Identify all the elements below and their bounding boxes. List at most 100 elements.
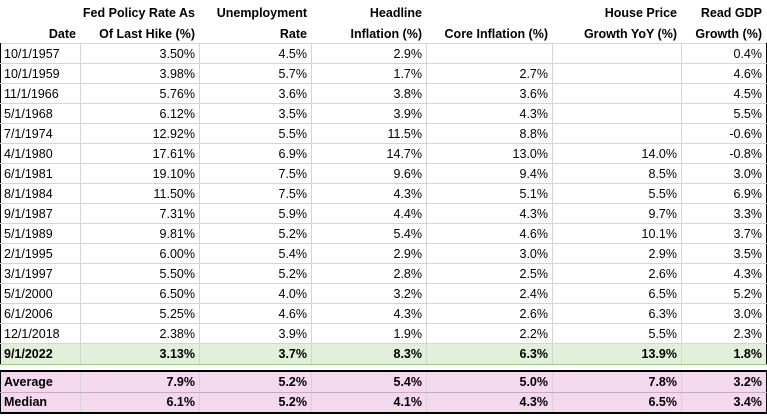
- value-cell: 2.5%: [426, 263, 553, 284]
- value-cell: 4.3%: [426, 203, 553, 224]
- value-cell: 3.7%: [199, 343, 312, 365]
- column-header-5-line2: Growth YoY (%): [583, 27, 677, 41]
- column-header-5-line1: House Price: [604, 6, 677, 20]
- value-cell: 5.2%: [199, 392, 312, 414]
- value-cell: 8.8%: [426, 123, 553, 144]
- row-label-cell: 5/1/1989: [0, 223, 81, 244]
- value-cell: 4.6%: [426, 223, 553, 244]
- value-cell: 6.50%: [80, 283, 200, 304]
- value-cell: 4.3%: [681, 263, 767, 284]
- value-cell: 9.81%: [80, 223, 200, 244]
- value-cell: [552, 83, 682, 104]
- value-cell: 1.8%: [681, 343, 767, 365]
- value-cell: 6.12%: [80, 103, 200, 124]
- row-label-cell: 9/1/2022: [0, 343, 81, 365]
- value-cell: 17.61%: [80, 143, 200, 164]
- row-label-cell: 4/1/1980: [0, 143, 81, 164]
- value-cell: 6.3%: [426, 343, 553, 365]
- value-cell: 12.92%: [80, 123, 200, 144]
- value-cell: 4.1%: [311, 392, 427, 414]
- summary-row-average: Average 7.9% 5.2% 5.4% 5.0% 7.8% 3.2%: [0, 371, 767, 393]
- row-label-cell: 3/1/1997: [0, 263, 81, 284]
- data-table: 10/1/1957 3.50% 4.5% 2.9% 0.4% 10/1/1959 3.98%…: [0, 43, 767, 365]
- value-cell: 3.9%: [199, 323, 312, 344]
- value-cell: 1.7%: [311, 63, 427, 84]
- value-cell: 4.0%: [199, 283, 312, 304]
- column-header-2-line2: Rate: [279, 27, 307, 41]
- value-cell: 8.3%: [311, 343, 427, 365]
- value-cell: 4.6%: [199, 303, 312, 324]
- row-label-cell: 10/1/1957: [0, 43, 81, 64]
- table-row: 10/1/1957 3.50% 4.5% 2.9% 0.4%: [0, 43, 767, 64]
- value-cell: 3.7%: [681, 223, 767, 244]
- value-cell: 11.50%: [80, 183, 200, 204]
- value-cell: 5.5%: [552, 183, 682, 204]
- value-cell: 3.50%: [80, 43, 200, 64]
- value-cell: 7.5%: [199, 183, 312, 204]
- row-label-cell: 10/1/1959: [0, 63, 81, 84]
- value-cell: 19.10%: [80, 163, 200, 184]
- table-row: 12/1/2018 2.38% 3.9% 1.9% 2.2% 5.5% 2.3%: [0, 323, 767, 344]
- value-cell: 5.4%: [199, 243, 312, 264]
- value-cell: 5.1%: [426, 183, 553, 204]
- value-cell: 3.9%: [311, 103, 427, 124]
- value-cell: [552, 43, 682, 64]
- row-label-cell: 2/1/1995: [0, 243, 81, 264]
- row-label-cell: 12/1/2018: [0, 323, 81, 344]
- highlighted-row-current: 9/1/2022 3.13% 3.7% 8.3% 6.3% 13.9% 1.8%: [0, 343, 767, 365]
- value-cell: 14.7%: [311, 143, 427, 164]
- value-cell: 6.5%: [552, 283, 682, 304]
- value-cell: 6.5%: [552, 392, 682, 414]
- value-cell: 3.5%: [681, 243, 767, 264]
- table-row: 2/1/1995 6.00% 5.4% 2.9% 3.0% 2.9% 3.5%: [0, 243, 767, 264]
- value-cell: 2.9%: [311, 43, 427, 64]
- column-header-2-line1: Unemployment: [216, 6, 307, 20]
- value-cell: 2.9%: [552, 243, 682, 264]
- value-cell: 4.3%: [426, 103, 553, 124]
- value-cell: 7.31%: [80, 203, 200, 224]
- value-cell: 2.2%: [426, 323, 553, 344]
- row-label-cell: 5/1/1968: [0, 103, 81, 124]
- column-header-4-line2: Core Inflation (%): [444, 27, 548, 41]
- value-cell: 3.0%: [681, 303, 767, 324]
- value-cell: 3.4%: [681, 392, 767, 414]
- value-cell: 2.6%: [552, 263, 682, 284]
- value-cell: 5.4%: [311, 223, 427, 244]
- value-cell: 3.6%: [199, 83, 312, 104]
- row-label-cell: 9/1/1987: [0, 203, 81, 224]
- column-header-4-line1: [426, 5, 552, 21]
- value-cell: 7.5%: [199, 163, 312, 184]
- column-header-3-line1: Headline: [369, 6, 422, 20]
- value-cell: 3.13%: [80, 343, 200, 365]
- value-cell: 2.7%: [426, 63, 553, 84]
- table-row: 5/1/2000 6.50% 4.0% 3.2% 2.4% 6.5% 5.2%: [0, 283, 767, 304]
- value-cell: 4.4%: [311, 203, 427, 224]
- value-cell: 4.5%: [681, 83, 767, 104]
- table-row: 11/1/1966 5.76% 3.6% 3.8% 3.6% 4.5%: [0, 83, 767, 104]
- value-cell: -0.8%: [681, 143, 767, 164]
- table-row: 5/1/1968 6.12% 3.5% 3.9% 4.3% 5.5%: [0, 103, 767, 124]
- value-cell: 6.1%: [80, 392, 200, 414]
- value-cell: -0.6%: [681, 123, 767, 144]
- row-label-cell: 6/1/2006: [0, 303, 81, 324]
- value-cell: 10.1%: [552, 223, 682, 244]
- row-label-cell: Median: [0, 392, 81, 414]
- row-label-cell: Average: [0, 371, 81, 393]
- summary-table: Average 7.9% 5.2% 5.4% 5.0% 7.8% 3.2% Median 6.1…: [0, 370, 767, 414]
- value-cell: 5.5%: [199, 123, 312, 144]
- table-row: 8/1/1984 11.50% 7.5% 4.3% 5.1% 5.5% 6.9%: [0, 183, 767, 204]
- value-cell: 4.6%: [681, 63, 767, 84]
- value-cell: 3.8%: [311, 83, 427, 104]
- value-cell: 7.9%: [80, 371, 200, 393]
- value-cell: 4.3%: [426, 392, 553, 414]
- value-cell: 3.2%: [311, 283, 427, 304]
- value-cell: 2.9%: [311, 243, 427, 264]
- value-cell: 5.5%: [552, 323, 682, 344]
- value-cell: [552, 63, 682, 84]
- value-cell: 2.8%: [311, 263, 427, 284]
- column-header-1-line2: Of Last Hike (%): [99, 27, 195, 41]
- value-cell: 1.9%: [311, 323, 427, 344]
- table-row: 10/1/1959 3.98% 5.7% 1.7% 2.7% 4.6%: [0, 63, 767, 84]
- row-label-cell: 5/1/2000: [0, 283, 81, 304]
- value-cell: 9.4%: [426, 163, 553, 184]
